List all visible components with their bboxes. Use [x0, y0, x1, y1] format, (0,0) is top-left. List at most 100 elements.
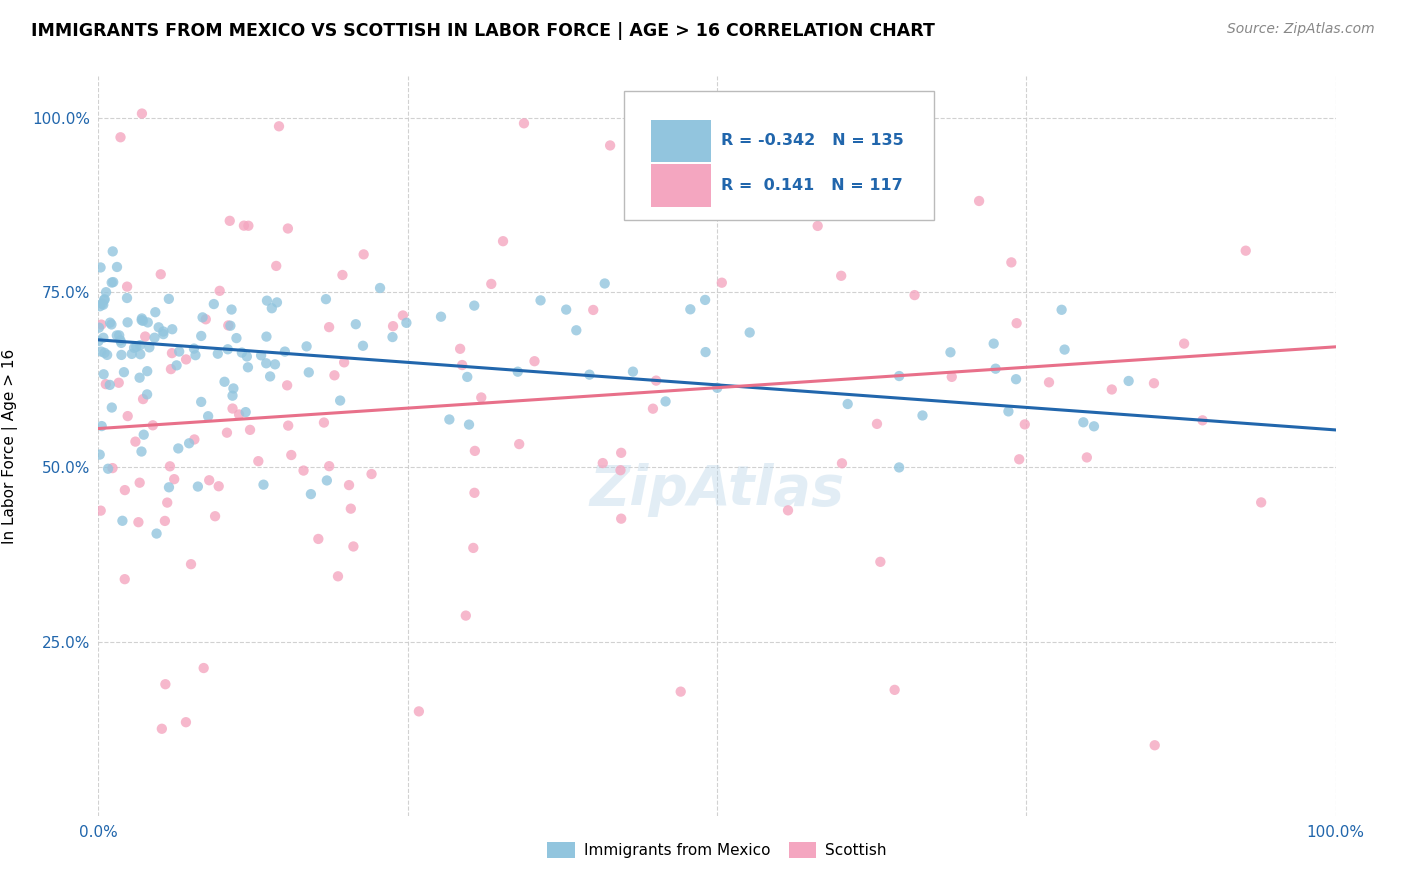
Point — [89, 448, 111, 462]
Point — [115, 279, 138, 293]
Point — [479, 277, 502, 291]
Point — [191, 310, 214, 325]
Point — [295, 339, 318, 353]
Text: R = -0.342   N = 135: R = -0.342 N = 135 — [721, 134, 904, 148]
Point — [333, 355, 356, 369]
Point — [110, 130, 132, 145]
Point — [163, 472, 186, 486]
Point — [1073, 415, 1095, 429]
Point — [352, 339, 374, 353]
Point — [315, 474, 337, 488]
Point — [121, 347, 143, 361]
Point — [150, 722, 173, 736]
Point — [239, 423, 262, 437]
Point — [108, 328, 131, 343]
Text: R =  0.141   N = 117: R = 0.141 N = 117 — [721, 178, 903, 193]
Point — [1005, 316, 1028, 330]
Point — [89, 299, 111, 313]
Point — [610, 446, 633, 460]
Point — [197, 409, 219, 424]
Point — [277, 221, 299, 235]
Point — [1050, 302, 1073, 317]
Point — [228, 408, 250, 422]
Point — [101, 401, 124, 415]
Point — [259, 369, 281, 384]
Point — [235, 405, 257, 419]
Point — [1083, 419, 1105, 434]
Point — [592, 456, 614, 470]
Point — [219, 318, 242, 333]
Point — [166, 359, 188, 373]
Point — [523, 354, 546, 368]
Point — [463, 541, 485, 555]
Point — [131, 444, 153, 458]
Point — [152, 327, 174, 342]
Point — [669, 684, 692, 698]
Point — [138, 340, 160, 354]
Point — [254, 356, 277, 370]
Point — [830, 268, 852, 283]
Point — [231, 345, 253, 359]
Point — [264, 259, 287, 273]
Point — [143, 305, 166, 319]
Point — [866, 417, 889, 431]
Point — [129, 338, 152, 352]
Text: IMMIGRANTS FROM MEXICO VS SCOTTISH IN LABOR FORCE | AGE > 16 CORRELATION CHART: IMMIGRANTS FROM MEXICO VS SCOTTISH IN LA… — [31, 22, 935, 40]
Point — [167, 442, 190, 456]
Point — [250, 348, 273, 362]
Point — [156, 495, 179, 509]
Point — [887, 460, 910, 475]
Point — [94, 377, 117, 392]
Point — [177, 436, 200, 450]
Point — [529, 293, 551, 308]
Point — [326, 569, 349, 583]
Point — [187, 479, 209, 493]
Point — [159, 459, 181, 474]
Point — [90, 503, 112, 517]
Point — [222, 381, 245, 395]
Point — [174, 352, 197, 367]
Point — [128, 370, 150, 384]
Point — [276, 378, 298, 392]
Point — [312, 416, 335, 430]
Point — [392, 309, 415, 323]
Point — [1053, 343, 1076, 357]
Point — [1014, 417, 1036, 432]
Point — [247, 454, 270, 468]
Point — [129, 347, 152, 361]
Point — [90, 318, 112, 332]
Point — [1118, 374, 1140, 388]
Point — [967, 194, 990, 208]
Point — [1234, 244, 1257, 258]
Point — [315, 292, 337, 306]
Point — [174, 715, 197, 730]
Point — [1143, 738, 1166, 752]
Point — [898, 134, 921, 148]
Point — [578, 368, 600, 382]
Point — [776, 503, 799, 517]
Point — [110, 348, 132, 362]
Point — [225, 331, 247, 345]
Point — [299, 487, 322, 501]
Point — [984, 361, 1007, 376]
Point — [710, 276, 733, 290]
Point — [217, 318, 239, 333]
Point — [215, 425, 238, 440]
Point — [506, 365, 529, 379]
Point — [198, 473, 221, 487]
Point — [208, 284, 231, 298]
Point — [307, 532, 329, 546]
Point — [153, 514, 176, 528]
Point — [103, 275, 125, 289]
Point — [941, 370, 963, 384]
FancyBboxPatch shape — [624, 91, 934, 220]
Point — [464, 443, 486, 458]
Point — [117, 315, 139, 329]
Point — [143, 331, 166, 345]
Point — [456, 370, 478, 384]
Point — [112, 365, 135, 379]
Point — [353, 247, 375, 261]
Point — [318, 459, 340, 474]
Point — [207, 347, 229, 361]
Point — [252, 477, 274, 491]
